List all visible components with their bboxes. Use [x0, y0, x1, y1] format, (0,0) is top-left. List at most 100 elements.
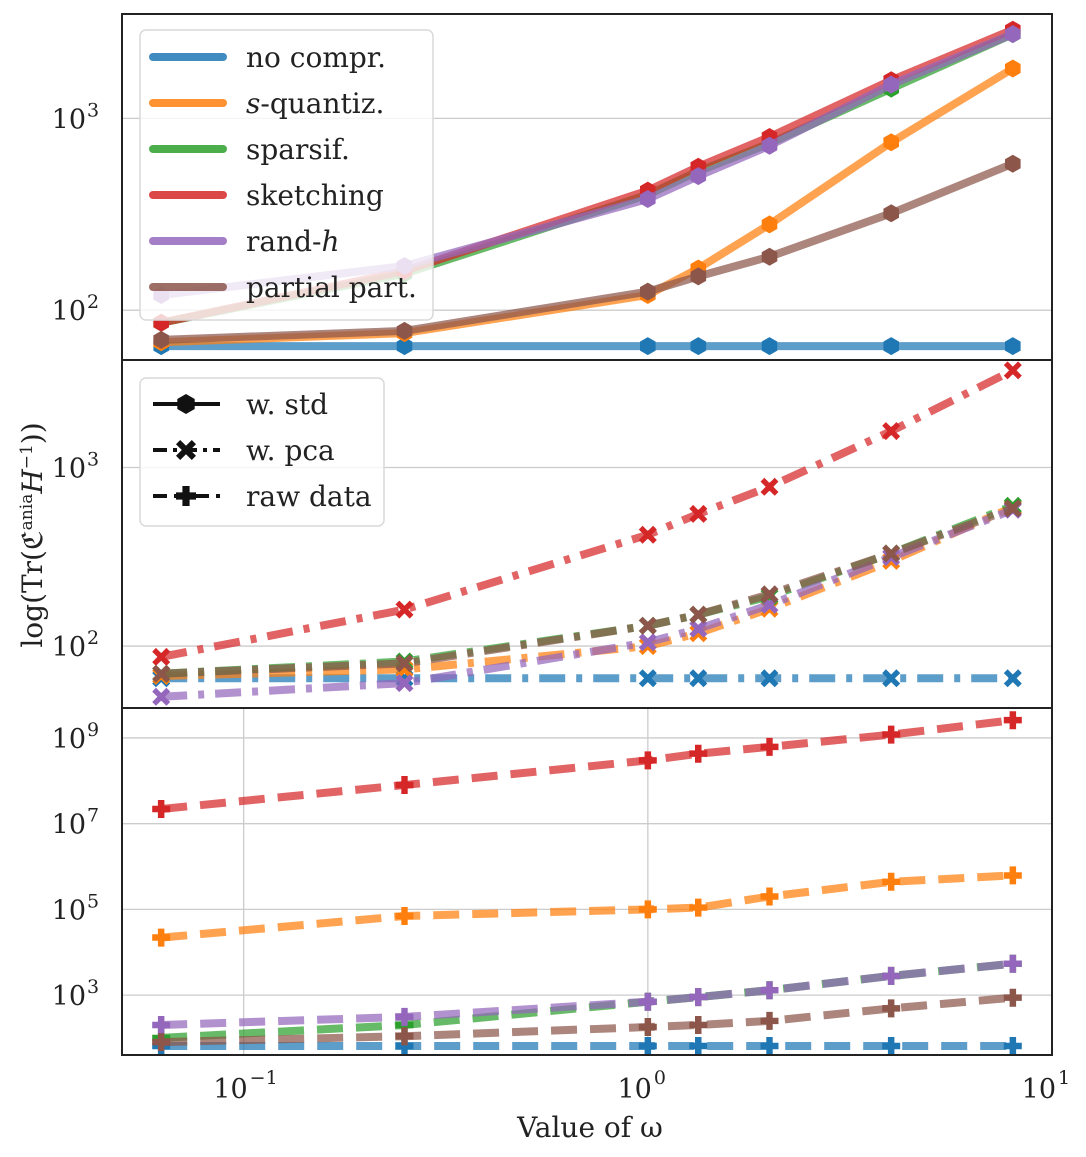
x-tick-label: 10: [213, 1074, 247, 1105]
y-tick-exponent: 5: [87, 890, 99, 912]
y-tick-label: 10: [52, 104, 86, 135]
legend-label: raw data: [246, 480, 372, 513]
data-point-no-compr: [396, 337, 413, 356]
data-point-sketching: [1003, 711, 1022, 730]
panel-frame: [121, 707, 1053, 1056]
data-point-sketching: [395, 600, 414, 619]
legend-label: no compr.: [246, 41, 386, 74]
data-point-partial-part: [153, 330, 169, 349]
series-line-sparsif: [160, 502, 1015, 678]
y-tick-label: 10: [52, 810, 86, 841]
x-tick-label: 10: [617, 1074, 651, 1105]
data-point-rand-h: [761, 136, 778, 155]
data-point-sketching: [152, 647, 171, 666]
data-point-partial-part: [689, 605, 708, 624]
data-point-partial-part: [882, 544, 901, 563]
data-point-sketching: [395, 776, 414, 794]
data-point-no-compr: [690, 337, 707, 356]
data-point-partial-part: [761, 247, 778, 266]
data-point-s-quantiz: [689, 898, 708, 917]
data-point-partial-part: [640, 282, 656, 301]
legend-label: sketching: [246, 179, 384, 212]
legend-label: partial part.: [246, 271, 417, 304]
legend-marker: [176, 486, 196, 506]
legend-marker: [177, 394, 195, 414]
legend-label: w. pca: [246, 434, 335, 467]
series-line-partial-part: [161, 504, 1015, 678]
y-tick-label: 10: [52, 296, 86, 327]
data-point-sketching: [638, 751, 657, 770]
y-axis-label: log(Tr(ℭaniaH−1)): [16, 422, 49, 647]
data-point-s-quantiz: [638, 900, 657, 919]
y-tick-label: 10: [52, 981, 86, 1012]
x-tick-label: 10: [1022, 1074, 1056, 1105]
data-point-rand-h: [690, 167, 707, 186]
data-point-no-compr: [760, 669, 779, 688]
data-point-partial-part: [152, 664, 171, 683]
data-point-rand-h: [638, 992, 657, 1011]
data-point-no-compr: [638, 669, 657, 688]
data-point-s-quantiz: [761, 215, 778, 234]
data-point-s-quantiz: [1003, 866, 1022, 885]
data-point-partial-part: [638, 616, 657, 635]
data-point-rand-h: [882, 966, 901, 985]
data-point-no-compr: [1003, 1037, 1022, 1055]
data-point-no-compr: [882, 1037, 901, 1055]
y-tick-label: 10: [52, 454, 86, 485]
data-point-no-compr: [640, 337, 656, 356]
y-tick-exponent: 3: [87, 449, 99, 471]
data-point-s-quantiz: [1005, 59, 1021, 78]
y-tick-exponent: 7: [87, 805, 99, 827]
data-point-rand-h: [689, 619, 708, 638]
data-point-partial-part: [1003, 988, 1022, 1007]
legend-frame: [139, 377, 385, 527]
data-point-partial-part: [395, 1027, 414, 1046]
y-tick-exponent: 3: [87, 976, 99, 998]
data-point-partial-part: [396, 321, 413, 340]
data-point-sketching: [882, 422, 901, 441]
panels: 10 210 310 210 310 310 510 710 9: [52, 13, 1053, 1056]
data-point-s-quantiz: [395, 907, 414, 925]
legend-label: sparsif.: [246, 133, 350, 166]
legend-label: rand-h: [246, 225, 340, 258]
data-point-partial-part: [760, 1011, 779, 1030]
data-point-no-compr: [689, 1037, 708, 1055]
data-point-rand-h: [883, 75, 899, 94]
data-point-partial-part: [1003, 499, 1022, 518]
x-axis-ticks: 10 −1 10 0 10 1: [213, 1067, 1070, 1105]
data-point-no-compr: [395, 1037, 414, 1055]
y-tick-label: 10: [52, 724, 86, 755]
data-point-partial-part: [690, 267, 707, 286]
y-tick-label: 10: [52, 895, 86, 926]
data-point-sketching: [760, 737, 779, 756]
data-point-rand-h: [395, 674, 414, 693]
legend-label: w. std: [246, 388, 328, 421]
series-group: [152, 361, 1022, 706]
y-tick-exponent: 2: [87, 291, 99, 313]
y-tick-exponent: 9: [87, 719, 99, 741]
y-tick-label: 10: [52, 632, 86, 663]
data-point-rand-h: [689, 988, 708, 1007]
data-point-partial-part: [760, 585, 779, 604]
data-point-no-compr: [689, 669, 708, 688]
legend-label: s-quantiz.: [246, 87, 384, 120]
y-tick-exponent: 2: [87, 627, 99, 649]
y-tick-exponent: 3: [87, 99, 99, 121]
data-point-no-compr: [761, 337, 778, 356]
data-point-partial-part: [395, 654, 414, 673]
legend-compression: no compr. s-quantiz. sparsif. sketching rand…: [139, 29, 434, 321]
data-point-no-compr: [760, 1037, 779, 1055]
data-point-no-compr: [1003, 669, 1022, 688]
data-point-s-quantiz: [760, 887, 779, 906]
data-point-rand-h: [1003, 954, 1022, 973]
data-point-rand-h: [760, 981, 779, 1000]
data-point-partial-part: [638, 1018, 657, 1036]
legend-marker: [176, 440, 196, 460]
data-point-rand-h: [395, 1007, 414, 1026]
x-tick-exponent: 0: [654, 1067, 666, 1089]
data-point-sketching: [882, 725, 901, 744]
data-point-sketching: [1003, 361, 1022, 380]
legend-data-type: w. std w. pca raw data: [139, 377, 385, 527]
